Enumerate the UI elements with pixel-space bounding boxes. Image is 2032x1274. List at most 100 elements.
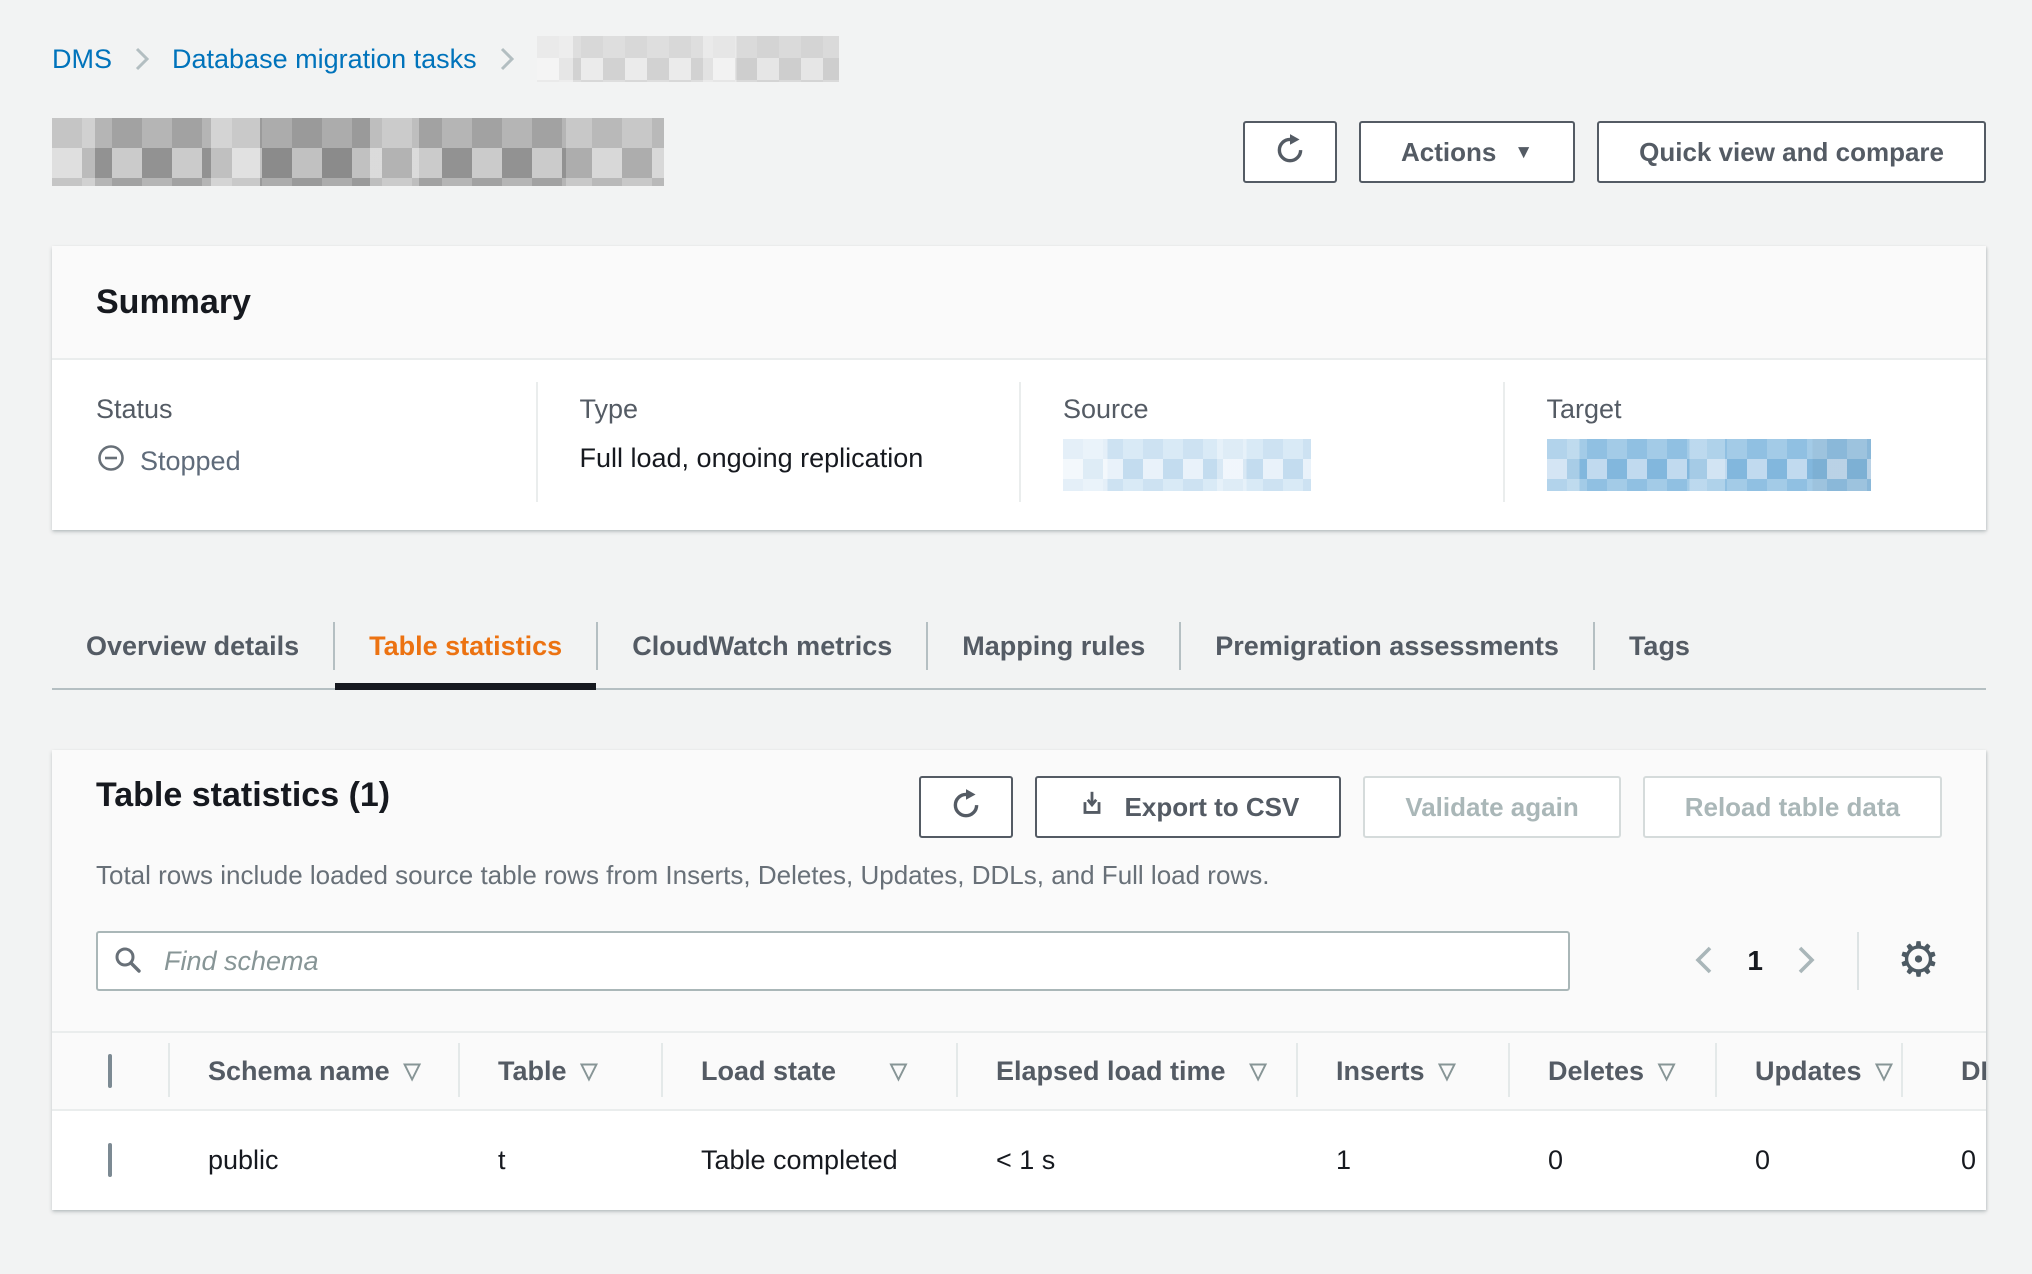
column-label: Deletes [1548, 1055, 1645, 1086]
previous-page-button[interactable] [1689, 939, 1719, 984]
tab-label: Tags [1628, 630, 1690, 661]
validate-again-label: Validate again [1405, 791, 1579, 822]
reload-table-data-button[interactable]: Reload table data [1642, 776, 1942, 838]
search-icon [112, 944, 146, 983]
table-statistics-header: Table statistics (1) [52, 750, 1986, 1031]
chevron-left-icon [1693, 943, 1715, 980]
pagination-divider [1856, 932, 1859, 990]
tab-label: Mapping rules [962, 630, 1146, 661]
summary-card: Summary Status Stopped [52, 246, 1986, 530]
next-page-button[interactable] [1791, 939, 1821, 984]
column-label: Table [498, 1055, 567, 1086]
tab-tags[interactable]: Tags [1595, 604, 1724, 688]
summary-body: Status Stopped Type Full load, ongoing [52, 360, 1986, 530]
cell-table: t [458, 1110, 661, 1210]
stopped-icon [96, 443, 126, 480]
cell-load-state: Table completed [661, 1110, 956, 1210]
breadcrumb-item-dms[interactable]: DMS [52, 43, 112, 74]
column-label: DDLs [1961, 1055, 1986, 1086]
table-statistics-card: Table statistics (1) [52, 750, 1986, 1210]
target-value-redacted[interactable] [1546, 439, 1871, 491]
sort-icon[interactable]: ▽ [1658, 1058, 1675, 1083]
column-label: Inserts [1336, 1055, 1425, 1086]
source-label: Source [1063, 394, 1149, 424]
select-all-checkbox[interactable] [108, 1053, 112, 1088]
summary-field-target: Target [1502, 360, 1987, 530]
column-header-elapsed-load-time[interactable]: Elapsed load time ▽ [956, 1031, 1296, 1111]
summary-field-type: Type Full load, ongoing replication [535, 360, 1020, 530]
cell-schema-name: public [168, 1110, 458, 1210]
download-icon [1077, 789, 1107, 826]
reload-table-data-label: Reload table data [1684, 791, 1900, 822]
task-detail-tabs: Overview details Table statistics CloudW… [52, 604, 1986, 690]
chevron-right-icon [134, 45, 150, 73]
sort-icon[interactable]: ▽ [1875, 1058, 1893, 1083]
tab-divider [596, 622, 599, 670]
current-page-number: 1 [1747, 945, 1763, 976]
type-value: Full load, ongoing replication [579, 443, 924, 473]
table-statistics-table: Schema name ▽ Table ▽ Load state ▽ Elapsed … [52, 1031, 1986, 1210]
sort-icon[interactable]: ▽ [403, 1058, 421, 1083]
refresh-button[interactable] [1242, 121, 1337, 183]
table-refresh-button[interactable] [918, 776, 1013, 838]
summary-card-header: Summary [52, 246, 1986, 360]
column-header-updates[interactable]: Updates ▽ [1715, 1031, 1901, 1111]
page-title-redacted [52, 118, 664, 186]
refresh-icon [1273, 132, 1307, 173]
chevron-right-icon [1795, 943, 1817, 980]
tab-divider [1592, 622, 1595, 670]
actions-button-label: Actions [1400, 136, 1497, 167]
column-label: Elapsed load time [996, 1055, 1226, 1086]
pagination: 1 ⚙ [1689, 932, 1942, 990]
export-to-csv-button[interactable]: Export to CSV [1034, 776, 1342, 838]
tab-table-statistics[interactable]: Table statistics [335, 604, 597, 690]
tab-label: Premigration assessments [1215, 630, 1559, 661]
table-statistics-title: Table statistics (1) [96, 776, 391, 814]
actions-button[interactable]: Actions ▼ [1358, 121, 1576, 183]
tab-label: Table statistics [369, 630, 563, 661]
source-value-redacted[interactable] [1063, 439, 1311, 491]
column-header-schema-name[interactable]: Schema name ▽ [168, 1031, 458, 1111]
tab-mapping-rules[interactable]: Mapping rules [928, 604, 1179, 688]
quick-view-and-compare-button[interactable]: Quick view and compare [1597, 121, 1986, 183]
status-label: Status [96, 394, 173, 424]
column-label: Updates [1755, 1055, 1862, 1086]
sort-icon[interactable]: ▽ [580, 1058, 598, 1083]
chevron-right-icon [499, 45, 515, 73]
column-header-load-state[interactable]: Load state ▽ [661, 1031, 956, 1111]
tab-overview-details[interactable]: Overview details [52, 604, 333, 688]
tab-cloudwatch-metrics[interactable]: CloudWatch metrics [598, 604, 926, 688]
schema-search [96, 931, 1570, 991]
table-header-row: Schema name ▽ Table ▽ Load state ▽ Elapsed … [52, 1031, 1986, 1111]
sort-icon[interactable]: ▽ [1249, 1058, 1267, 1083]
title-bar: Actions ▼ Quick view and compare [52, 118, 1986, 186]
breadcrumb-item-tasks[interactable]: Database migration tasks [172, 43, 477, 74]
row-checkbox[interactable] [108, 1143, 112, 1177]
tab-premigration-assessments[interactable]: Premigration assessments [1181, 604, 1593, 688]
quick-view-button-label: Quick view and compare [1639, 136, 1944, 167]
cell-updates: 0 [1715, 1110, 1901, 1210]
sort-icon[interactable]: ▽ [1438, 1058, 1456, 1083]
column-header-table[interactable]: Table ▽ [458, 1031, 661, 1111]
table-statistics-actions: Export to CSV Validate again Reload tabl… [918, 776, 1942, 838]
target-label: Target [1546, 394, 1622, 424]
tab-divider [926, 622, 929, 670]
table-row: public t Table completed < 1 s 1 0 0 0 [52, 1110, 1986, 1210]
column-label: Schema name [208, 1055, 390, 1086]
refresh-icon [949, 787, 983, 828]
sort-icon[interactable]: ▽ [890, 1058, 907, 1083]
column-header-ddls[interactable]: DDLs [1901, 1031, 1986, 1111]
gear-icon[interactable]: ⚙ [1896, 934, 1940, 987]
header-actions: Actions ▼ Quick view and compare [1242, 121, 1986, 183]
find-schema-input[interactable] [96, 931, 1570, 991]
column-header-inserts[interactable]: Inserts ▽ [1296, 1031, 1508, 1111]
column-header-deletes[interactable]: Deletes ▽ [1508, 1031, 1715, 1111]
table-filter-row: 1 ⚙ [96, 931, 1942, 991]
summary-field-status: Status Stopped [52, 360, 536, 530]
status-value: Stopped [140, 446, 241, 476]
select-all-checkbox-cell [52, 1031, 168, 1111]
type-label: Type [579, 394, 639, 424]
row-checkbox-cell [52, 1110, 168, 1210]
validate-again-button[interactable]: Validate again [1363, 776, 1621, 838]
